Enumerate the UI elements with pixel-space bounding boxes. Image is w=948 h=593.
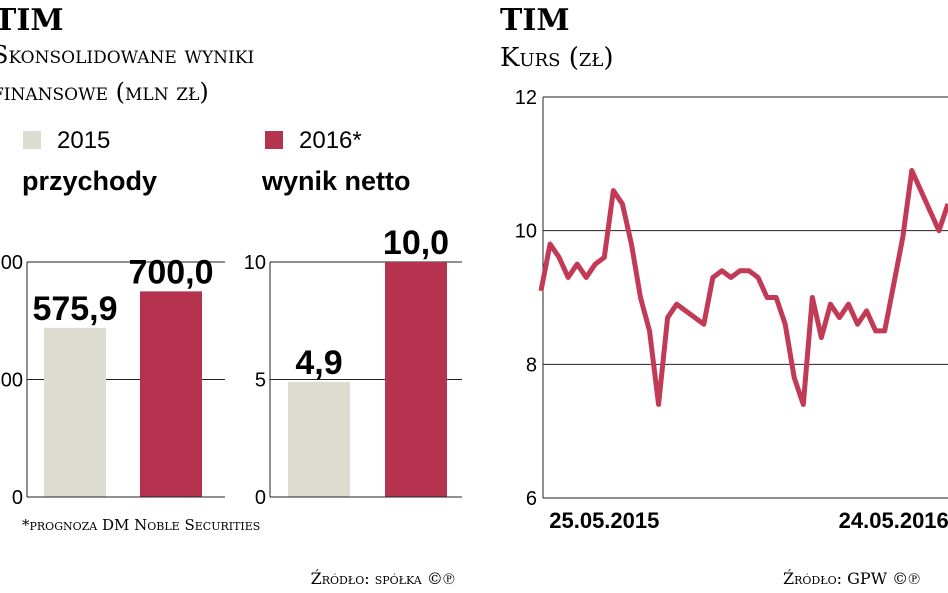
y-tick-label: 400 [0,370,23,392]
left-title: TIM [0,3,64,38]
y-tick-label: 0 [255,487,266,509]
data-label: 700,0 [128,253,213,291]
source: Źródło: GPW ©℗ [783,568,920,588]
y-tick-label: 0 [12,487,23,509]
source: Źródło: spółka ©℗ [311,568,455,588]
bar [385,262,447,497]
left-subtitle: finansowe (mln zł) [0,78,209,106]
y-tick-label: 6 [526,488,537,510]
legend-swatch [265,131,283,149]
x-tick-label: 25.05.2015 [549,508,659,533]
category-label: wynik netto [261,166,411,196]
legend-label: 2016* [299,127,362,154]
data-label: 10,0 [383,224,449,262]
data-label: 4,9 [295,344,342,382]
bar [44,327,106,497]
legend-swatch [23,131,41,149]
price-line [538,168,948,407]
y-tick-label: 5 [255,370,266,392]
footnote: *prognoza DM Noble Securities [22,516,260,534]
bar [140,291,202,497]
data-label: 575,9 [32,290,117,328]
y-tick-label: 10 [244,252,266,274]
y-tick-label: 10 [515,221,537,243]
legend-label: 2015 [57,127,110,154]
right-title: TIM [500,3,570,38]
y-tick-label: 800 [0,252,23,274]
x-tick-label: 24.05.2016 [839,508,948,533]
bar [288,381,350,497]
left-subtitle: Skonsolidowane wyniki [0,41,254,69]
right-subtitle: Kurs (zł) [500,43,614,73]
y-tick-label: 12 [515,87,537,109]
y-tick-label: 8 [526,354,537,376]
category-label: przychody [22,166,157,196]
